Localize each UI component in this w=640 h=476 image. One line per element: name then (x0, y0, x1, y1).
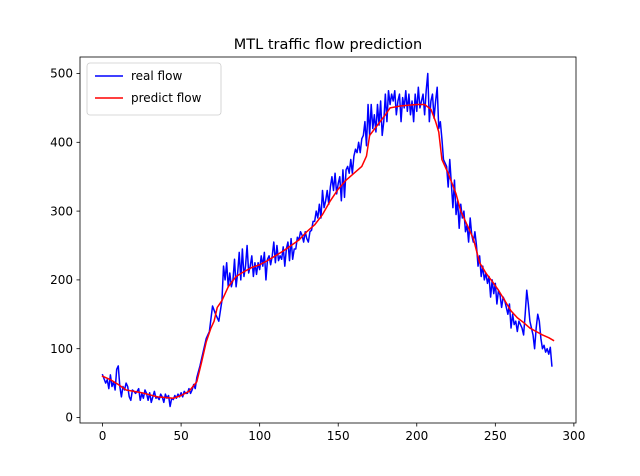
y-tick-label: 400 (50, 136, 73, 150)
y-tick-label: 300 (50, 204, 73, 218)
x-tick-label: 0 (99, 429, 107, 443)
x-tick-label: 100 (248, 429, 271, 443)
legend-label: predict flow (131, 91, 202, 105)
x-tick-label: 250 (484, 429, 507, 443)
y-tick-label: 200 (50, 273, 73, 287)
chart-title: MTL traffic flow prediction (234, 37, 422, 53)
plot-area (101, 72, 555, 408)
y-tick-label: 100 (50, 342, 73, 356)
axes-frame (79, 56, 577, 424)
legend: real flow predict flow (86, 62, 222, 116)
y-tick-label: 0 (65, 411, 73, 425)
series-line-predict-flow (101, 103, 555, 399)
x-tick-label: 150 (327, 429, 350, 443)
y-tick-label: 500 (50, 67, 73, 81)
legend-label: real flow (131, 69, 182, 83)
x-tick-label: 300 (562, 429, 585, 443)
axes: 0 50 100 150 200 250 300 0 100 200 300 400 500 (50, 56, 585, 443)
x-tick-label: 50 (173, 429, 188, 443)
x-tick-label: 200 (405, 429, 428, 443)
